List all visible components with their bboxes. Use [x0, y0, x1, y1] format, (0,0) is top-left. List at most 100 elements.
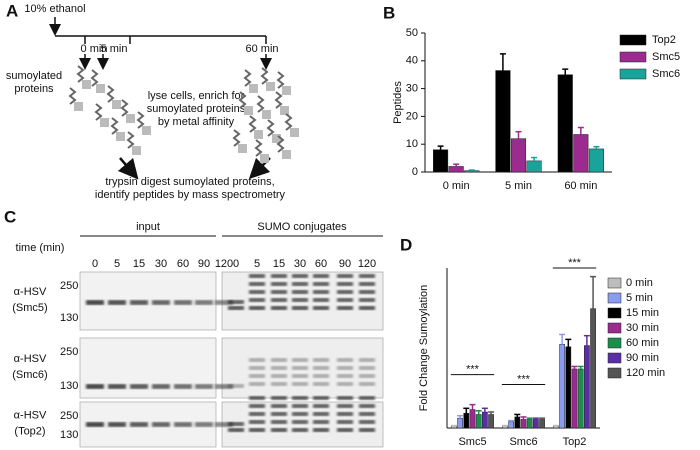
squiggle: [274, 91, 283, 109]
x-tick-label: Smc6: [509, 436, 537, 448]
band: [228, 428, 244, 432]
squiggle: [243, 69, 252, 87]
squiggle: [284, 113, 293, 131]
bar: [433, 149, 449, 173]
legend-swatch: [607, 352, 622, 364]
y-axis-label: Fold Change Sumoylation: [418, 285, 430, 412]
sumo-tag: [272, 134, 281, 143]
band: [271, 420, 287, 424]
band: [292, 420, 308, 424]
band: [249, 404, 265, 408]
band: [152, 300, 170, 305]
significance-label: ***: [517, 373, 531, 385]
band: [292, 274, 308, 278]
lane-label: 90: [198, 258, 210, 270]
sumo-tag: [126, 114, 135, 123]
significance-label: ***: [568, 257, 582, 269]
band: [337, 298, 353, 302]
band: [249, 366, 265, 370]
band: [313, 404, 329, 408]
band: [292, 306, 308, 310]
legend-label: Smc5: [652, 51, 680, 63]
sumo-tag: [74, 102, 83, 111]
band: [359, 374, 375, 378]
panel-label: B: [383, 3, 395, 22]
band: [271, 366, 287, 370]
x-tick-label: 5 min: [505, 180, 532, 192]
bar: [469, 409, 476, 429]
legend-label: 90 min: [626, 352, 659, 364]
bar: [571, 368, 578, 429]
sumo-tag: [142, 126, 151, 135]
squiggle: [248, 115, 257, 133]
lane-label: 0: [92, 258, 98, 270]
band: [86, 300, 104, 305]
band: [174, 384, 192, 389]
group-header: input: [136, 221, 160, 233]
marker: 250: [60, 410, 78, 422]
band: [130, 422, 148, 427]
band: [271, 374, 287, 378]
sumo-tag: [112, 100, 121, 109]
panel-label: D: [400, 235, 412, 254]
lane-label: 90: [339, 258, 351, 270]
band: [215, 422, 233, 427]
lane-label: 0: [233, 258, 239, 270]
x-tick-label: Smc5: [458, 436, 486, 448]
band: [271, 306, 287, 310]
band: [228, 384, 244, 388]
y-tick-label: 10: [406, 138, 418, 150]
band: [313, 290, 329, 294]
band: [271, 382, 287, 386]
band: [313, 358, 329, 362]
squiggle: [266, 119, 275, 137]
legend-swatch: [619, 68, 647, 80]
bar: [577, 368, 584, 429]
band: [249, 282, 265, 286]
step-text: sumoylated proteins: [147, 103, 246, 115]
band: [249, 274, 265, 278]
band: [337, 428, 353, 432]
legend-label: Smc6: [652, 68, 680, 80]
bar: [520, 419, 527, 429]
sumo-tag: [82, 80, 91, 89]
sumo-tag: [262, 110, 271, 119]
timepoint: 5 min: [101, 43, 128, 55]
band: [359, 290, 375, 294]
legend-swatch: [607, 367, 622, 379]
squiggle: [90, 69, 99, 87]
y-tick-label: 0: [412, 166, 418, 178]
legend-swatch: [619, 34, 647, 46]
bar: [464, 170, 480, 173]
sumo-tag: [132, 146, 141, 155]
bar: [573, 134, 589, 173]
lane-label: 60: [315, 258, 327, 270]
band: [249, 374, 265, 378]
timepoint: 0 min: [81, 43, 108, 55]
band: [195, 422, 213, 427]
sumo-tag: [254, 130, 263, 139]
band: [174, 300, 192, 305]
marker: 130: [60, 429, 78, 441]
bar: [539, 419, 545, 429]
squiggle: [76, 65, 85, 83]
y-tick-label: 50: [406, 27, 418, 39]
band: [313, 412, 329, 416]
band: [249, 358, 265, 362]
band: [86, 422, 104, 427]
band: [359, 428, 375, 432]
band: [86, 384, 104, 389]
legend-swatch: [619, 51, 647, 63]
bar: [588, 148, 604, 173]
treatment: 10% ethanol: [24, 3, 85, 15]
lane-label: 5: [254, 258, 260, 270]
legend-label: 30 min: [626, 322, 659, 334]
bar: [508, 421, 514, 429]
protein: (Smc6): [12, 369, 47, 381]
squiggle: [94, 103, 103, 121]
protein: (Smc5): [12, 302, 47, 314]
step-text: identify peptides by mass spectrometry: [95, 189, 286, 201]
band: [313, 298, 329, 302]
significance-label: ***: [466, 364, 480, 376]
sumo-tag: [260, 154, 269, 163]
